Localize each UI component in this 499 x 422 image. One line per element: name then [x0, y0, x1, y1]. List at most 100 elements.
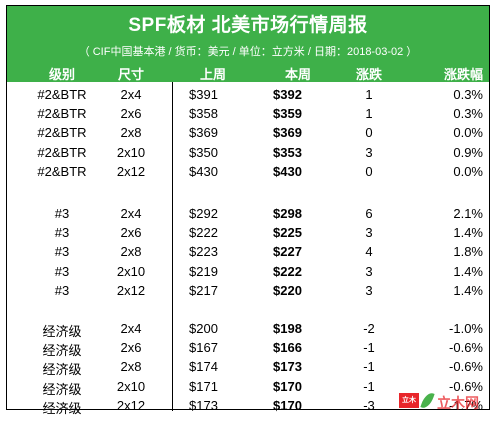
size-cell: 2x10 — [116, 144, 146, 160]
change-cell: 1 — [365, 87, 373, 102]
table-row: #2&BTR 2x4 $391 $392 1 0.3% — [7, 87, 489, 105]
change-pct-cell: 1.4% — [453, 282, 483, 298]
grade-cell: #3 — [54, 225, 70, 241]
size-cell: 2x8 — [120, 125, 142, 141]
change-cell: 0 — [365, 125, 373, 141]
grade-cell: 经济级 — [42, 400, 82, 416]
change-cell: 6 — [365, 206, 373, 221]
watermark-text: 立木网 — [437, 395, 479, 411]
this-week-cell: $170 — [273, 397, 302, 413]
this-week-cell: $369 — [273, 125, 302, 141]
size-cell: 2x12 — [116, 282, 146, 298]
column-header-size: 尺寸 — [117, 67, 144, 82]
table-row: #2&BTR 2x10 $350 $353 3 0.9% — [7, 145, 489, 163]
watermark-logo: 立木 立木网 — [399, 390, 487, 411]
table-row: #2&BTR 2x12 $430 $430 0 0.0% — [7, 164, 489, 182]
table-row: #3 2x8 $223 $227 4 1.8% — [7, 244, 489, 262]
size-cell: 2x4 — [120, 87, 142, 102]
this-week-cell: $392 — [273, 87, 302, 102]
table-row: #3 2x4 $292 $298 6 2.1% — [7, 206, 489, 224]
last-week-cell: $292 — [189, 206, 218, 221]
report-header: SPF板材 北美市场行情周报 （ CIF中国基本港 / 货币：美元 / 单位：立… — [7, 6, 489, 82]
column-divider — [172, 82, 173, 411]
grade-cell: #3 — [54, 263, 70, 279]
change-pct-cell: 2.1% — [453, 206, 483, 221]
table-row: #2&BTR 2x6 $358 $359 1 0.3% — [7, 106, 489, 124]
table-row: #2&BTR 2x8 $369 $369 0 0.0% — [7, 125, 489, 143]
size-cell: 2x6 — [120, 225, 142, 241]
table-row: 经济级 2x4 $200 $198 -2 -1.0% — [7, 321, 489, 339]
grade-cell: 经济级 — [42, 343, 82, 359]
last-week-cell: $223 — [189, 244, 218, 260]
column-header-last-week: 上周 — [199, 67, 226, 82]
table-header: 级别 尺寸 上周 本周 涨跌 涨跌幅 — [7, 64, 489, 82]
grade-cell: #2&BTR — [37, 87, 87, 102]
change-cell: 3 — [365, 263, 373, 279]
size-cell: 2x4 — [120, 206, 142, 221]
change-pct-cell: 1.8% — [453, 244, 483, 260]
change-cell: 0 — [365, 163, 373, 179]
table-row: 经济级 2x6 $167 $166 -1 -0.6% — [7, 340, 489, 358]
last-week-cell: $174 — [189, 359, 218, 375]
last-week-cell: $171 — [189, 378, 218, 394]
grade-cell: 经济级 — [42, 324, 82, 339]
size-cell: 2x12 — [116, 163, 146, 179]
change-cell: 1 — [365, 106, 373, 122]
change-pct-cell: 0.0% — [453, 125, 483, 141]
grade-cell: #2&BTR — [37, 144, 87, 160]
change-cell: -3 — [363, 397, 375, 413]
last-week-cell: $358 — [189, 106, 218, 122]
report-frame: SPF板材 北美市场行情周报 （ CIF中国基本港 / 货币：美元 / 单位：立… — [6, 5, 490, 416]
change-cell: -1 — [363, 359, 375, 375]
report-title: SPF板材 北美市场行情周报 — [128, 15, 368, 36]
change-pct-cell: 0.0% — [453, 163, 483, 179]
last-week-cell: $200 — [189, 321, 218, 336]
report-subtitle: （ CIF中国基本港 / 货币：美元 / 单位：立方米 / 日期：2018-03… — [78, 46, 418, 58]
grade-cell: #2&BTR — [37, 125, 87, 141]
change-pct-cell: 1.4% — [453, 225, 483, 241]
this-week-cell: $220 — [273, 282, 302, 298]
this-week-cell: $222 — [273, 263, 302, 279]
table-row: 经济级 2x12 $173 $170 -3 -1.7% — [7, 398, 489, 416]
table-row: #3 2x6 $222 $225 3 1.4% — [7, 225, 489, 243]
last-week-cell: $173 — [189, 397, 218, 413]
change-cell: -1 — [363, 340, 375, 356]
grade-cell: #3 — [54, 244, 70, 260]
this-week-cell: $353 — [273, 144, 302, 160]
size-cell: 2x4 — [120, 321, 142, 336]
last-week-cell: $217 — [189, 282, 218, 298]
last-week-cell: $219 — [189, 263, 218, 279]
column-header-change: 涨跌 — [355, 67, 382, 82]
column-header-this-week: 本周 — [284, 67, 311, 82]
watermark-badge: 立木 — [399, 393, 419, 408]
table-row: #3 2x12 $217 $220 3 1.4% — [7, 283, 489, 301]
this-week-cell: $430 — [273, 163, 302, 179]
change-pct-cell: -1.0% — [449, 321, 483, 336]
change-pct-cell: 0.3% — [453, 87, 483, 102]
size-cell: 2x8 — [120, 359, 142, 375]
grade-cell: #2&BTR — [37, 163, 87, 179]
change-pct-cell: 0.3% — [453, 106, 483, 122]
size-cell: 2x10 — [116, 378, 146, 394]
size-cell: 2x8 — [120, 244, 142, 260]
grade-cell: 经济级 — [42, 362, 82, 378]
last-week-cell: $430 — [189, 163, 218, 179]
column-header-grade: 级别 — [48, 67, 75, 82]
this-week-cell: $227 — [273, 244, 302, 260]
change-cell: -1 — [363, 378, 375, 394]
size-cell: 2x6 — [120, 340, 142, 356]
size-cell: 2x6 — [120, 106, 142, 122]
column-header-change-pct: 涨跌幅 — [443, 67, 483, 82]
change-pct-cell: 1.4% — [453, 263, 483, 279]
this-week-cell: $225 — [273, 225, 302, 241]
change-pct-cell: -0.6% — [449, 359, 483, 375]
change-cell: 3 — [365, 282, 373, 298]
this-week-cell: $173 — [273, 359, 302, 375]
this-week-cell: $359 — [273, 106, 302, 122]
last-week-cell: $167 — [189, 340, 218, 356]
size-cell: 2x10 — [116, 263, 146, 279]
change-cell: 3 — [365, 144, 373, 160]
this-week-cell: $298 — [273, 206, 302, 221]
grade-cell: 经济级 — [42, 381, 82, 397]
change-pct-cell: -0.6% — [449, 378, 483, 394]
